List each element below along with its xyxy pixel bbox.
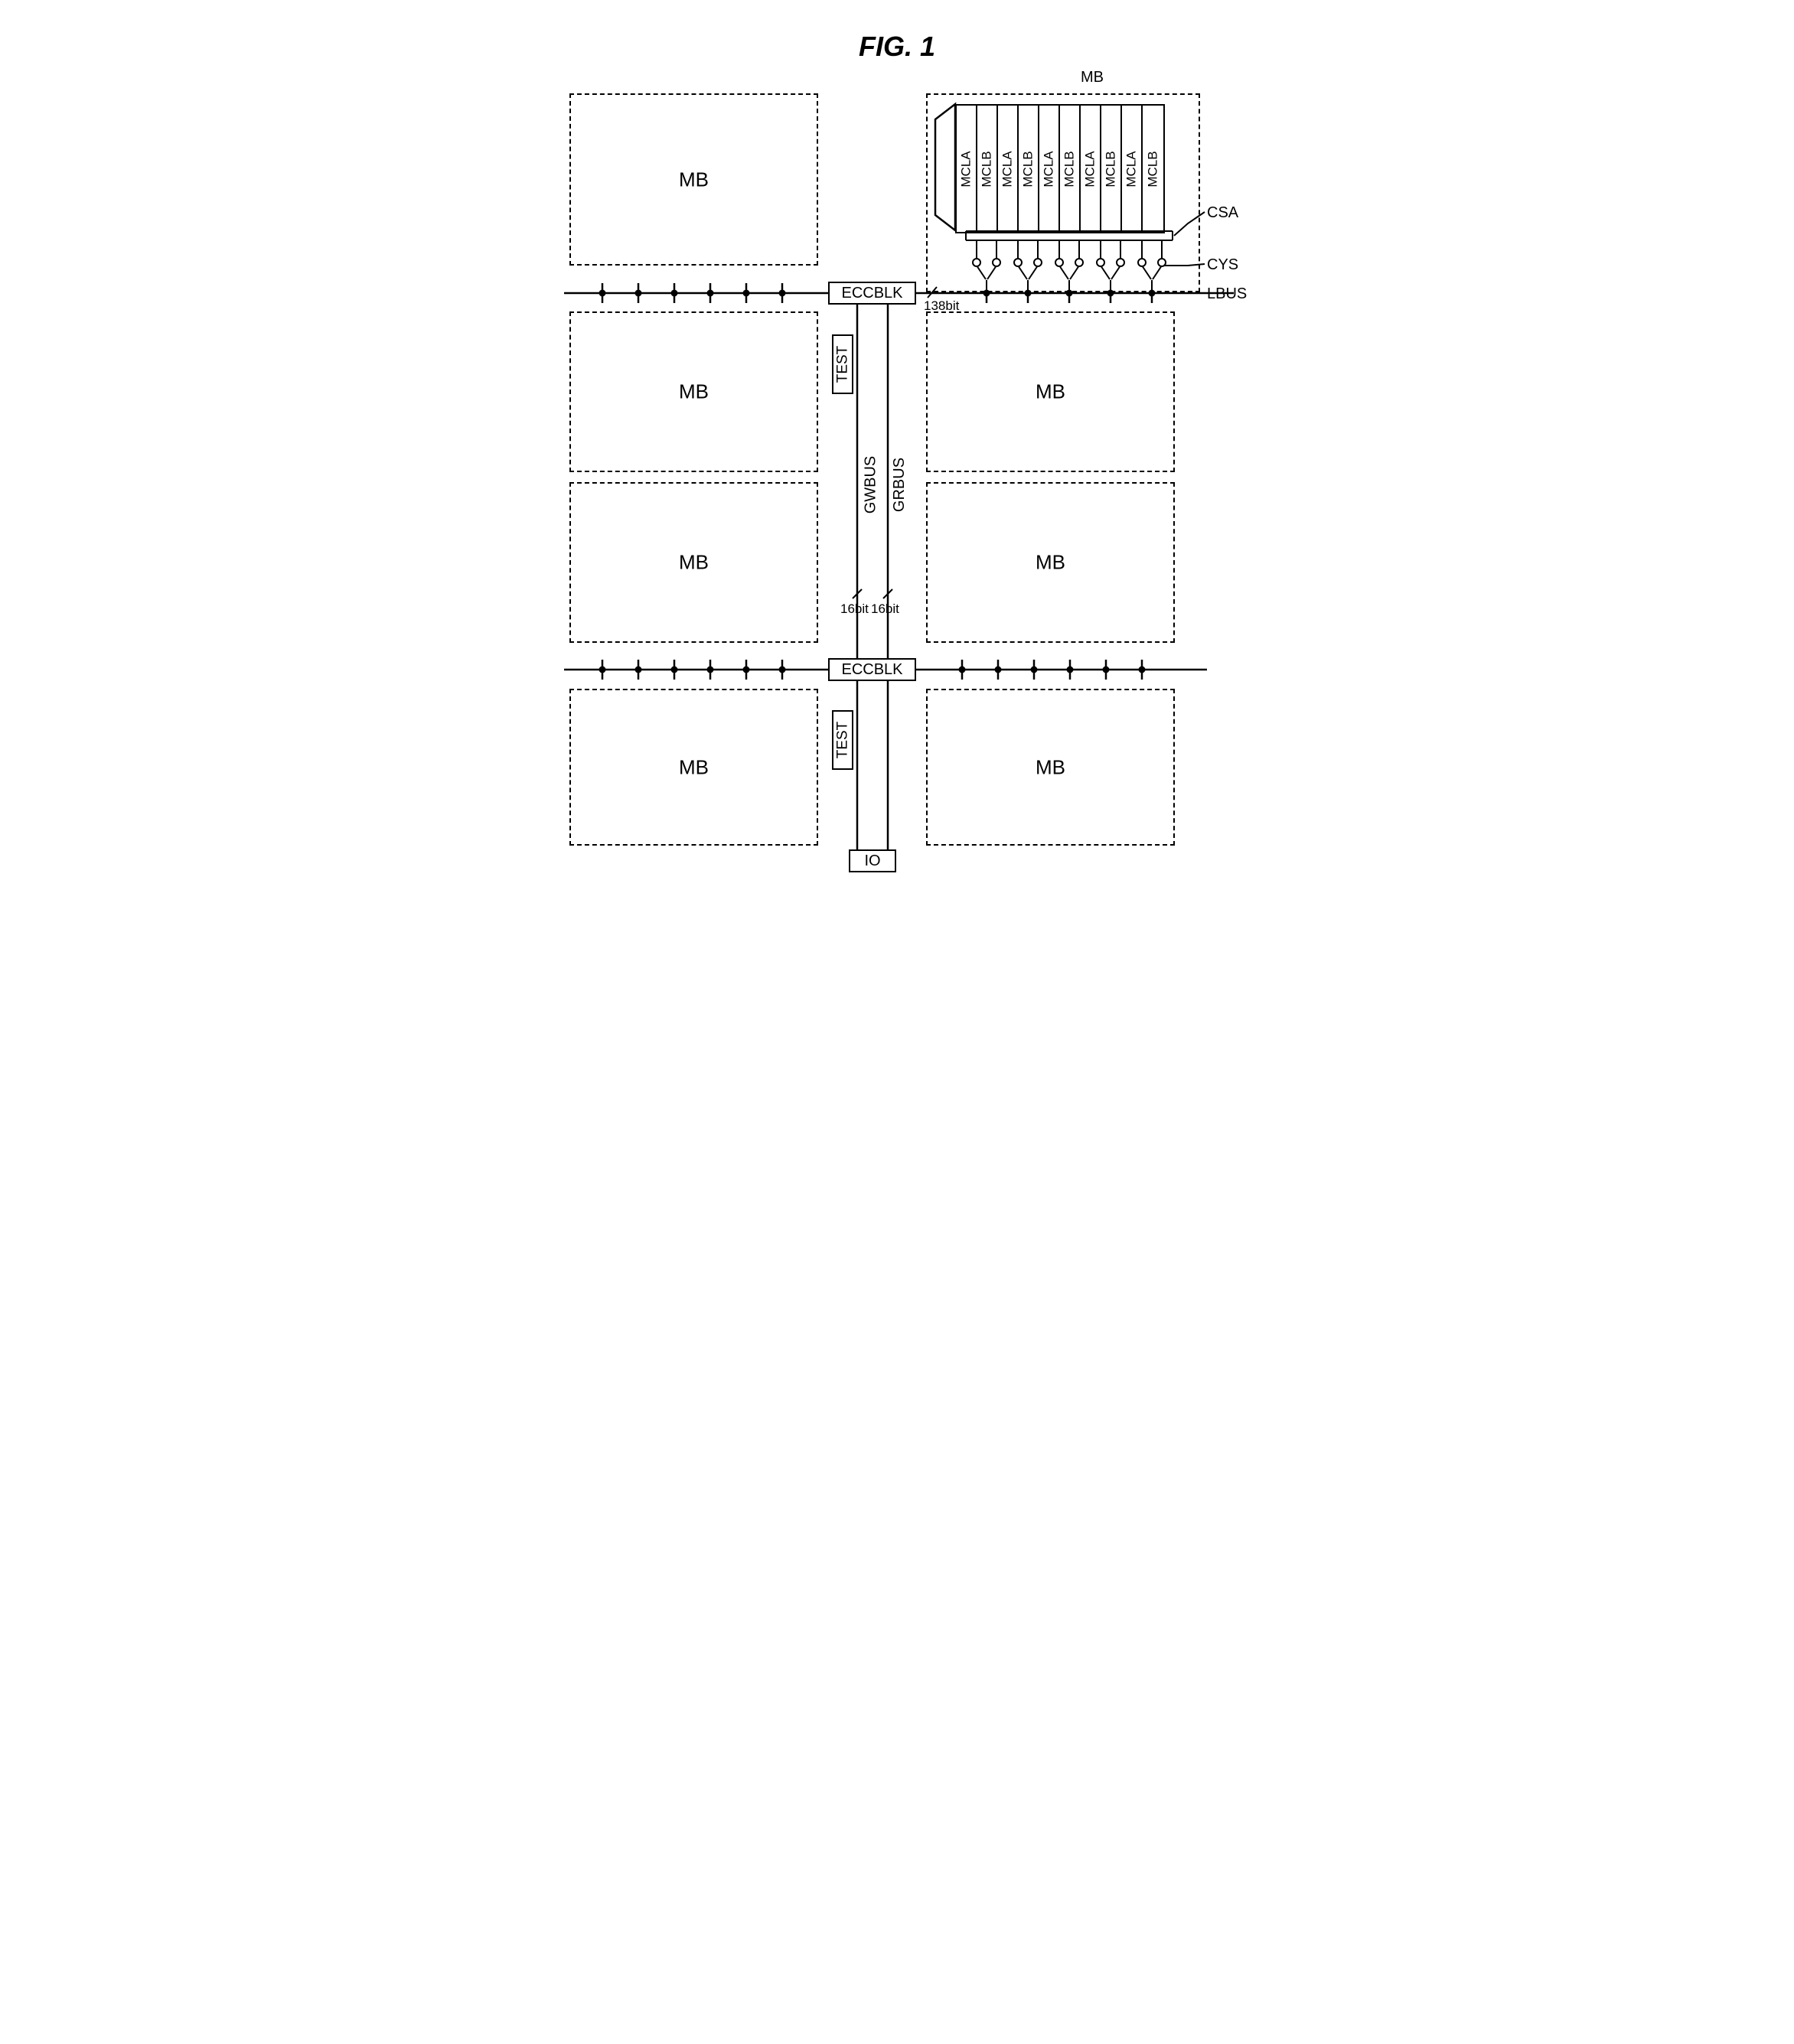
column-label: MCLB — [1062, 151, 1078, 187]
test-label: TEST — [834, 722, 851, 759]
column: MCLA — [1081, 106, 1101, 232]
column-label: MCLB — [980, 151, 995, 187]
column-label: MCLA — [1000, 151, 1016, 187]
figure-title: FIG. 1 — [514, 31, 1280, 63]
mb-block: MB — [926, 689, 1175, 846]
column: MCLA — [1039, 106, 1060, 232]
lbus-bit-label: 138bit — [924, 298, 959, 314]
io-label: IO — [864, 852, 880, 870]
mb-label: MB — [679, 380, 709, 404]
column-label: MCLA — [1083, 151, 1098, 187]
mb-block: MB — [569, 482, 818, 643]
column: MCLB — [977, 106, 998, 232]
io-box: IO — [849, 849, 896, 872]
test-label: TEST — [834, 346, 851, 383]
mb-block: MB — [569, 689, 818, 846]
mb-label: MB — [679, 755, 709, 779]
column-label: MCLA — [959, 151, 974, 187]
test-box: TEST — [832, 710, 853, 770]
mb-label: MB — [679, 168, 709, 191]
cys-side-label: CYS — [1207, 256, 1238, 274]
csa-side-label: CSA — [1207, 204, 1238, 222]
mb-block: MB — [569, 311, 818, 472]
mb-label: MB — [679, 551, 709, 575]
grbus-bit-label: 16bit — [871, 601, 899, 617]
grbus-label: GRBUS — [891, 458, 908, 512]
column-label: MCLB — [1104, 151, 1119, 187]
column: MCLA — [1122, 106, 1143, 232]
column: MCLA — [957, 106, 977, 232]
column: MCLB — [1060, 106, 1081, 232]
mb-block: MB — [926, 482, 1175, 643]
eccblk-box: ECCBLK — [828, 282, 916, 305]
test-box: TEST — [832, 334, 853, 394]
eccblk-label: ECCBLK — [841, 285, 902, 302]
mb-label: MB — [1036, 380, 1065, 404]
column: MCLB — [1019, 106, 1039, 232]
column-label: MCLB — [1146, 151, 1161, 187]
column-label: MCLA — [1124, 151, 1140, 187]
gwbus-bit-label: 16bit — [840, 601, 869, 617]
gwbus-label: GWBUS — [862, 456, 879, 514]
mb-block: MB — [926, 311, 1175, 472]
diagram: MB MB MB MB MB MB MB MCLA MCLB MCLA MCLB… — [545, 93, 1249, 874]
eccblk-box: ECCBLK — [828, 658, 916, 681]
mb-block: MB — [569, 93, 818, 266]
mb-label: MB — [1036, 551, 1065, 575]
mb-label: MB — [1036, 755, 1065, 779]
column: MCLA — [998, 106, 1019, 232]
column-label: MCLA — [1042, 151, 1057, 187]
eccblk-label: ECCBLK — [841, 661, 902, 679]
mb-side-label: MB — [1081, 69, 1104, 86]
lbus-side-label: LBUS — [1207, 285, 1247, 303]
column: MCLB — [1101, 106, 1122, 232]
column: MCLB — [1143, 106, 1163, 232]
column-array: MCLA MCLB MCLA MCLB MCLA MCLB MCLA MCLB … — [955, 104, 1165, 233]
column-label: MCLB — [1021, 151, 1036, 187]
